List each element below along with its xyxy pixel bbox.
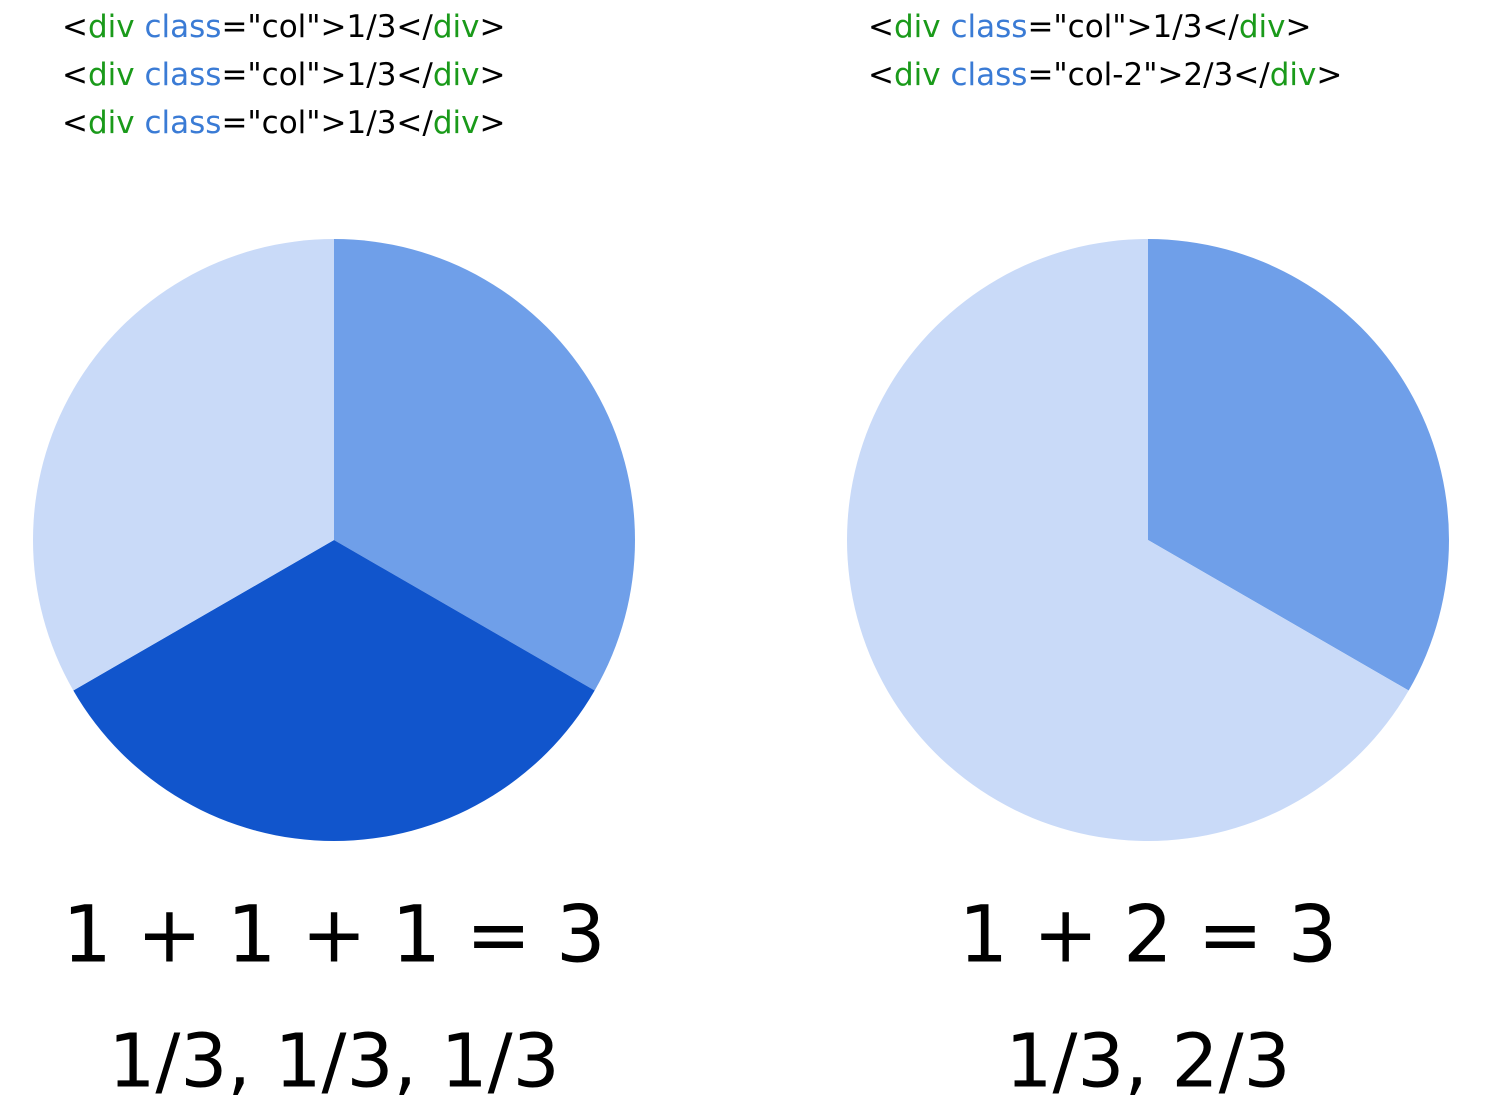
code-token: div [88,105,135,141]
code-token: div [1239,9,1286,45]
code-token: div [88,57,135,93]
code-token: > [479,57,505,93]
code-token: ="col">1/3</ [221,9,433,45]
code-token: div [894,57,941,93]
pie-slice [846,239,1409,841]
code-token: < [868,57,894,93]
code-token: < [868,9,894,45]
fractions: 1/3, 1/3, 1/3 [108,1019,559,1105]
code-line: <div class="col">1/3</div> [62,9,505,45]
code-token: > [479,9,505,45]
code-token: class [135,57,222,93]
code-token: class [941,9,1028,45]
code-token: div [88,9,135,45]
code-token: div [894,9,941,45]
code-token: < [62,105,88,141]
code-token: ="col">1/3</ [1027,9,1239,45]
code-token: > [479,105,505,141]
code-token: div [1270,57,1317,93]
code-token: class [135,9,222,45]
code-token: div [433,105,480,141]
equation: 1 + 2 = 3 [959,890,1338,980]
code-line: <div class="col">1/3</div> [62,105,505,141]
equation: 1 + 1 + 1 = 3 [62,890,605,980]
code-token: ="col-2">2/3</ [1027,57,1270,93]
code-token: < [62,9,88,45]
code-token: class [135,105,222,141]
pie-slice [33,239,334,691]
code-token: ="col">1/3</ [221,105,433,141]
code-token: < [62,57,88,93]
code-token: div [433,57,480,93]
code-line: <div class="col-2">2/3</div> [868,57,1342,93]
pie-slice [334,239,635,691]
code-token: div [433,9,480,45]
pie-slice [1148,239,1449,691]
code-token: > [1285,9,1311,45]
code-token: > [1316,57,1342,93]
code-token: class [941,57,1028,93]
code-token: ="col">1/3</ [221,57,433,93]
code-line: <div class="col">1/3</div> [868,9,1311,45]
fractions: 1/3, 2/3 [1005,1019,1290,1105]
code-line: <div class="col">1/3</div> [62,57,505,93]
